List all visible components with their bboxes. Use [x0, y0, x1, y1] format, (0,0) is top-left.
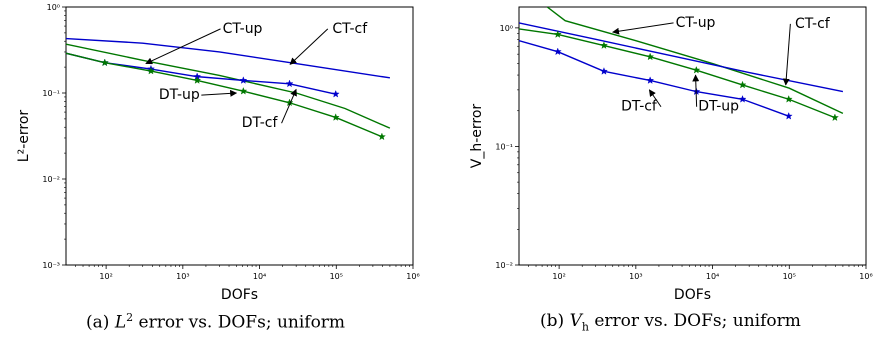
data-point-dt-up — [738, 80, 747, 89]
x-tick-label-b: 10⁴ — [706, 272, 719, 281]
data-point-dt-cf — [331, 113, 340, 121]
y-tick-label-b: 10⁻² — [495, 261, 513, 270]
y-tick-label-b: 10⁰ — [500, 24, 513, 33]
data-point-dt-cf — [146, 66, 155, 75]
annotation-arrow-ct-cf — [782, 23, 791, 86]
x-tick-label-b: 10⁵ — [783, 272, 796, 281]
data-point-dt-up — [331, 89, 340, 98]
caption-b: (b) Vh error vs. DOFs; uniform — [540, 311, 801, 333]
annotation-arrow-dt-up — [692, 74, 700, 107]
series-group-b — [519, 7, 844, 122]
data-point-dt-up — [830, 113, 839, 122]
data-point-dt-cf — [239, 87, 248, 95]
annotation-arrow-ct-cf — [289, 28, 329, 65]
data-point-dt-cf — [599, 67, 608, 75]
x-tick-label-b: 10² — [552, 272, 565, 281]
data-point-dt-up — [239, 76, 248, 84]
data-point-dt-up — [553, 30, 562, 38]
data-point-dt-up — [646, 52, 655, 61]
caption-b-text: error vs. DOFs; uniform — [588, 311, 801, 331]
x-tick-label-b: 10⁶ — [859, 272, 872, 281]
x-tick-label-a: 10⁴ — [253, 272, 266, 281]
caption-a: (a) L2 error vs. DOFs; uniform — [86, 311, 345, 333]
caption-a-superscript: 2 — [126, 311, 134, 324]
caption-a-text: error vs. DOFs; uniform — [133, 312, 346, 333]
caption-b-symbol: V — [569, 311, 582, 331]
y-axis-label-b: V_h-error — [469, 104, 485, 169]
x-tick-label-a: 10⁶ — [406, 272, 419, 281]
y-tick-label-a: 10⁻² — [42, 175, 60, 184]
y-tick-label-a: 10⁻³ — [42, 261, 60, 270]
data-point-dt-cf — [100, 58, 109, 67]
annotation-arrow-ct-up — [145, 28, 221, 65]
annotation-dt-cf: DT-cf — [621, 99, 658, 115]
x-tick-label-a: 10³ — [176, 272, 189, 281]
data-point-dt-cf — [377, 132, 386, 141]
caption-b-prefix: (b) — [540, 311, 570, 331]
annotation-arrow-dt-up — [201, 89, 238, 97]
annotation-arrow-dt-cf — [281, 88, 297, 124]
annotation-dt-up: DT-up — [159, 87, 200, 103]
data-point-dt-up — [599, 41, 608, 49]
caption-a-prefix: (a) — [86, 312, 115, 333]
series-line-dt-up — [519, 28, 836, 119]
data-point-dt-up — [784, 95, 793, 103]
data-point-dt-up — [285, 79, 294, 88]
series-line-ct-cf — [66, 37, 391, 79]
annotation-arrow-dt-cf — [648, 89, 662, 108]
x-axis-label-a: DOFs — [221, 287, 258, 303]
annotation-ct-cf: CT-cf — [332, 21, 368, 37]
annotation-ct-up: CT-up — [676, 15, 716, 31]
series-line-ct-cf — [519, 22, 844, 93]
series-group-a — [66, 37, 391, 141]
y-tick-label-a: 10⁰ — [47, 3, 60, 12]
annotation-dt-cf: DT-cf — [242, 115, 279, 131]
caption-a-symbol: L — [114, 312, 127, 333]
data-point-dt-cf — [784, 111, 793, 120]
caption-b-subscript: h — [581, 320, 589, 334]
y-tick-label-a: 10⁻¹ — [42, 89, 60, 98]
x-tick-label-a: 10² — [99, 272, 112, 281]
annotation-ct-cf: CT-cf — [795, 16, 831, 32]
annotation-dt-up: DT-up — [698, 99, 739, 115]
annotation-arrow-ct-up — [612, 22, 674, 35]
data-point-dt-cf — [553, 47, 562, 56]
data-point-dt-up — [692, 65, 701, 74]
x-axis-label-b: DOFs — [674, 287, 711, 303]
y-tick-label-b: 10⁻¹ — [495, 142, 513, 151]
plot-frame-a — [65, 6, 414, 266]
x-tick-label-a: 10⁵ — [330, 272, 343, 281]
series-line-dt-cf — [66, 52, 383, 138]
panel-b: 10² 10³ 10⁴ 10⁵ 10⁶ 10⁻² 10⁻¹ 10⁰ DOFs V_h-error C… — [469, 6, 873, 303]
data-point-dt-cf — [738, 95, 747, 103]
data-point-dt-cf — [193, 76, 202, 84]
plot-frame-b — [518, 6, 867, 266]
data-point-dt-cf — [646, 76, 655, 84]
panel-a: 10² 10³ 10⁴ 10⁵ 10⁶ 10⁻³ 10⁻² 10⁻¹ 10⁰ DOFs L²-err… — [16, 3, 420, 303]
x-tick-label-b: 10³ — [629, 272, 642, 281]
annotation-ct-up: CT-up — [223, 21, 263, 37]
y-axis-label-a: L²-error — [16, 110, 32, 163]
series-line-ct-up — [66, 43, 391, 129]
series-line-ct-up — [546, 7, 844, 115]
